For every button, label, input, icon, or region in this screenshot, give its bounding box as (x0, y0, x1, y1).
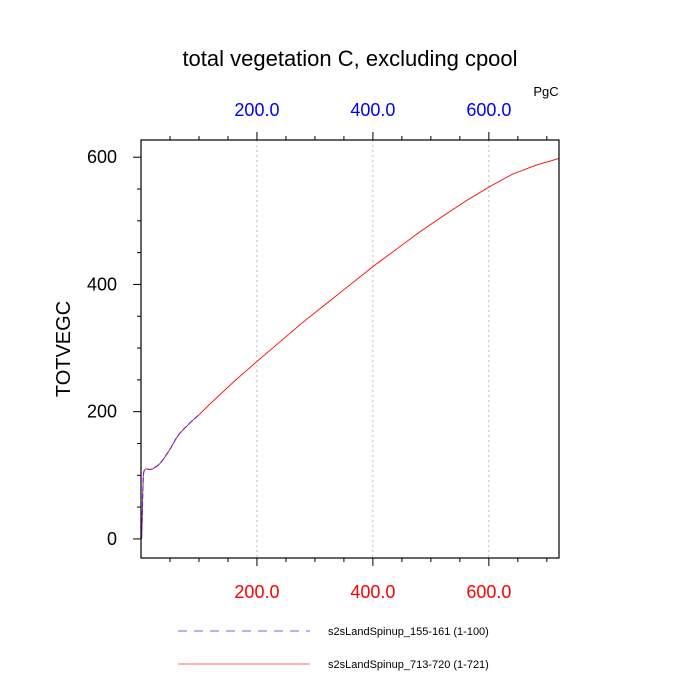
series-lines (141, 158, 560, 539)
x-tick-label-top: 400.0 (350, 100, 395, 120)
series-line-155-161 (141, 414, 200, 539)
y-tick-label: 0 (107, 529, 117, 549)
y-axis-label: TOTVEGC (53, 301, 75, 397)
tick-labels: 200.0 200.0 400.0 400.0 600.0 600.0 0 200 400 600 (87, 100, 511, 602)
y-tick-label: 600 (87, 147, 117, 167)
legend-label-series-1: s2sLandSpinup_155-161 (1-100) (328, 626, 489, 638)
x-tick-label-bottom: 400.0 (350, 582, 395, 602)
chart-title: total vegetation C, excluding cpool (182, 46, 517, 71)
y-tick-label: 200 (87, 402, 117, 422)
x-tick-label-bottom: 600.0 (466, 582, 511, 602)
plot-frame (140, 139, 560, 559)
x-tick-label-top: 600.0 (466, 100, 511, 120)
legend: s2sLandSpinup_155-161 (1-100) s2sLandSpi… (178, 626, 489, 671)
legend-label-series-2: s2sLandSpinup_713-720 (1-721) (328, 659, 489, 671)
x-tick-label-top: 200.0 (234, 100, 279, 120)
y-tick-label: 400 (87, 274, 117, 294)
x-tick-label-bottom: 200.0 (234, 582, 279, 602)
axis-ticks (133, 132, 548, 566)
units-label: PgC (533, 84, 558, 99)
